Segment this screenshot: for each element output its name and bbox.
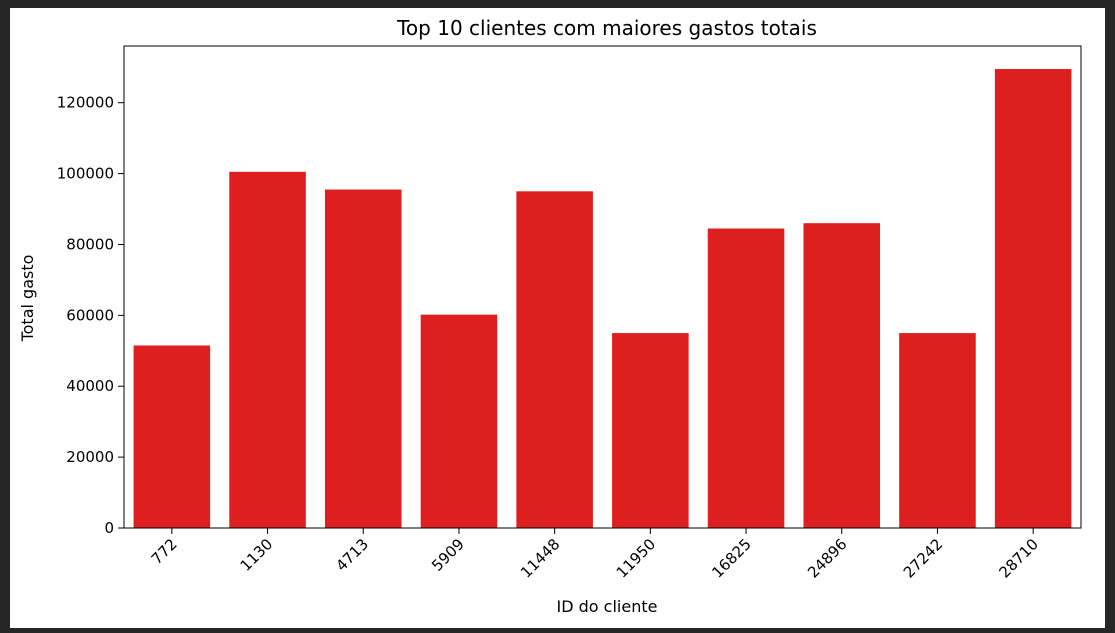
y-tick-label: 0 [104,519,114,537]
x-axis-label: ID do cliente [557,597,658,616]
y-tick-label: 40000 [66,377,114,395]
bar-772 [133,345,211,528]
bar-24896 [803,223,881,529]
chart-title: Top 10 clientes com maiores gastos totai… [396,16,817,40]
figure-canvas: Top 10 clientes com maiores gastos totai… [10,8,1105,628]
y-tick-label: 20000 [66,448,114,466]
x-tick-label: 11950 [613,535,659,581]
bar-11950 [612,333,689,528]
bar-chart: Top 10 clientes com maiores gastos totai… [18,16,1082,616]
x-tick-label: 4713 [332,535,372,575]
y-axis-label: Total gasto [18,255,37,343]
y-tick-label: 80000 [66,235,114,253]
x-tick-label: 24896 [804,535,850,581]
bar-11448 [516,191,593,528]
x-tick-label: 5909 [428,535,468,575]
bar-27242 [899,333,976,528]
x-tick-label: 28710 [996,535,1042,581]
x-tick-label: 16825 [708,535,754,581]
plot-frame [123,45,1082,529]
x-tick-label: 27242 [900,535,946,581]
bar-5909 [420,314,498,528]
bar-4713 [324,189,402,529]
bar-1130 [229,171,306,529]
y-tick-label: 100000 [57,165,114,183]
plot-area: 0 20000 40000 60000 80000 100000 120000 772 1130… [57,45,1082,582]
bar-28710 [994,69,1072,528]
x-tick-label: 772 [148,535,181,568]
bar-16825 [707,228,785,528]
x-tick-label: 1130 [237,535,277,575]
y-tick-label: 120000 [57,94,114,112]
x-tick-label: 11448 [517,535,563,581]
y-tick-label: 60000 [66,306,114,324]
